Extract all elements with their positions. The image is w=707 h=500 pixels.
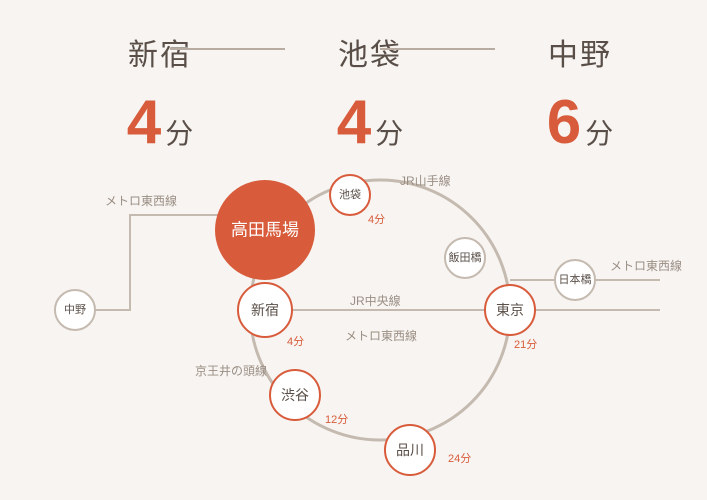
dest-num: 4	[337, 88, 371, 157]
station-iidabashi: 飯田橋	[445, 238, 485, 278]
station-label: 渋谷	[281, 387, 309, 403]
dest-label: 中野	[520, 30, 640, 74]
route-map: JR山手線メトロ東西線JR中央線メトロ東西線京王井の頭線メトロ東西線 高田馬場池…	[0, 160, 707, 500]
station-label: 中野	[64, 303, 86, 316]
line-label: JR山手線	[400, 173, 451, 188]
station-ikebukuro: 池袋 4分	[330, 175, 385, 226]
connector-line	[380, 48, 495, 50]
header-times: 新宿 4分 池袋 4分 中野 6分	[0, 0, 707, 160]
rail-lines	[65, 180, 660, 440]
dest-label: 池袋	[310, 30, 430, 74]
station-label: 東京	[496, 302, 524, 318]
station-hub-takadanobaba: 高田馬場	[215, 180, 315, 280]
station-label: 品川	[396, 442, 424, 458]
station-tokyo: 東京 21分	[485, 285, 537, 351]
dest-num: 4	[127, 88, 161, 157]
connector-line	[170, 48, 285, 50]
station-time: 24分	[448, 452, 471, 465]
line-label: メトロ東西線	[610, 258, 682, 273]
station-time: 4分	[368, 213, 385, 226]
station-shinagawa: 品川 24分	[385, 425, 471, 475]
station-shinjuku: 新宿 4分	[238, 283, 304, 348]
dest-unit: 分	[375, 118, 403, 149]
line-label: メトロ東西線	[105, 193, 177, 208]
stations: 高田馬場池袋4分新宿4分渋谷12分品川24分東京21分飯田橋中野日本橋	[55, 175, 595, 475]
station-time: 12分	[325, 413, 348, 426]
svg-text:高田馬場: 高田馬場	[231, 221, 299, 240]
line-label: メトロ東西線	[345, 328, 417, 343]
line-label: JR中央線	[350, 293, 401, 308]
dest-unit: 分	[585, 118, 613, 149]
dest-unit: 分	[165, 118, 193, 149]
dest-label: 新宿	[100, 30, 220, 74]
dest-nakano: 中野 6分	[520, 30, 640, 154]
station-time: 4分	[287, 335, 304, 348]
station-label: 飯田橋	[449, 250, 482, 264]
station-label: 池袋	[339, 187, 361, 201]
station-time: 21分	[514, 338, 537, 351]
line-label: 京王井の頭線	[195, 363, 267, 378]
dest-num: 6	[547, 88, 581, 157]
station-label: 新宿	[251, 302, 279, 318]
station-nihombashi: 日本橋	[555, 260, 595, 300]
station-label: 日本橋	[559, 272, 592, 286]
station-nakano: 中野	[55, 290, 95, 330]
